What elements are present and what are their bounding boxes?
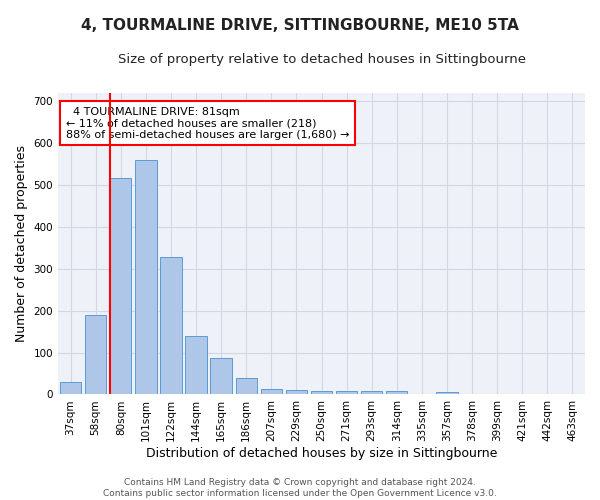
Text: Contains HM Land Registry data © Crown copyright and database right 2024.
Contai: Contains HM Land Registry data © Crown c… <box>103 478 497 498</box>
Title: Size of property relative to detached houses in Sittingbourne: Size of property relative to detached ho… <box>118 52 526 66</box>
Bar <box>361 391 382 394</box>
Bar <box>160 257 182 394</box>
Bar <box>211 358 232 394</box>
Bar <box>436 392 458 394</box>
Bar <box>60 382 81 394</box>
Text: 4 TOURMALINE DRIVE: 81sqm
← 11% of detached houses are smaller (218)
88% of semi: 4 TOURMALINE DRIVE: 81sqm ← 11% of detac… <box>66 106 349 140</box>
Y-axis label: Number of detached properties: Number of detached properties <box>15 146 28 342</box>
Bar <box>110 178 131 394</box>
Bar <box>135 160 157 394</box>
Bar <box>260 389 282 394</box>
Bar <box>286 390 307 394</box>
Bar <box>236 378 257 394</box>
Bar <box>85 315 106 394</box>
Bar <box>185 336 207 394</box>
Text: 4, TOURMALINE DRIVE, SITTINGBOURNE, ME10 5TA: 4, TOURMALINE DRIVE, SITTINGBOURNE, ME10… <box>81 18 519 32</box>
Bar <box>336 391 357 394</box>
X-axis label: Distribution of detached houses by size in Sittingbourne: Distribution of detached houses by size … <box>146 447 497 460</box>
Bar <box>386 391 407 394</box>
Bar <box>311 391 332 394</box>
